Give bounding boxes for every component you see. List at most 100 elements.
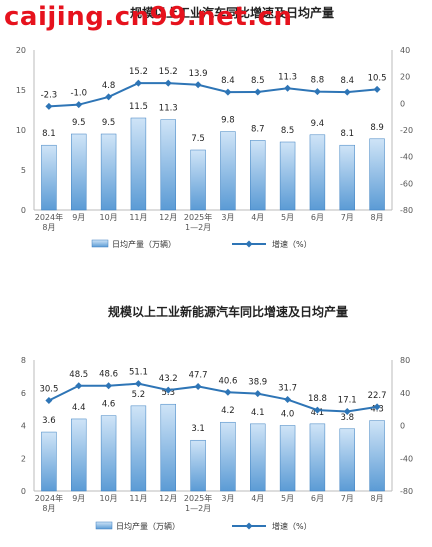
x-tick-label: 2024年 <box>35 212 63 222</box>
bar <box>220 421 236 492</box>
line-value-label: 40.6 <box>218 376 237 386</box>
line-value-label: 51.1 <box>129 368 148 378</box>
x-tick-label: 3月 <box>221 494 234 503</box>
bar <box>71 418 87 492</box>
line-value-label: 48.5 <box>69 370 88 380</box>
growth-line <box>48 82 378 108</box>
legend-bar-label: 日均产量（万辆） <box>116 521 180 531</box>
right-tick-label: 0 <box>400 99 405 108</box>
right-tick-label: -60 <box>400 179 413 188</box>
line-point <box>194 382 202 390</box>
line-value-label: 8.4 <box>221 76 235 86</box>
line-point <box>194 81 202 89</box>
x-tick-label: 10月 <box>99 494 117 503</box>
x-tick-label: 9月 <box>72 213 85 222</box>
line-point <box>313 88 321 96</box>
legend-line-marker <box>245 240 253 248</box>
legend-line-label: 增速（%） <box>272 521 312 531</box>
legend-bar-label: 日均产量（万辆） <box>112 239 176 249</box>
line-value-label: 13.9 <box>189 69 208 79</box>
bar <box>71 133 87 211</box>
line-value-label: 48.6 <box>99 370 118 380</box>
bar-value-label: 9.5 <box>102 118 116 128</box>
chart-vehicle-output-svg: 规模以上工业汽车同比增速及日均产量 0 5 10 15 20 -80 -60 -40 -20 0 20… <box>16 5 413 249</box>
right-tick-label: 20 <box>400 73 410 82</box>
bar <box>250 423 266 492</box>
watermark-logo: caijing.cn99.net.cn <box>4 2 293 32</box>
legend-line-label: 增速（%） <box>272 239 312 249</box>
line-point <box>313 406 321 414</box>
bar <box>279 141 296 211</box>
line-value-label: 22.7 <box>368 391 387 401</box>
bar-value-label: 8.1 <box>42 129 56 139</box>
bar <box>339 144 355 211</box>
bar <box>41 144 57 211</box>
line-point <box>284 84 292 92</box>
bar-value-label: 3.8 <box>340 413 354 423</box>
x-tick-label: 10月 <box>99 213 117 222</box>
x-tick-label: 3月 <box>221 213 234 222</box>
line-point <box>164 79 172 87</box>
bar-value-label: 3.6 <box>42 416 56 426</box>
bar-value-label: 4.0 <box>281 410 295 420</box>
right-tick-label: 0 <box>400 422 405 431</box>
x-tick-label: 8月 <box>42 504 55 513</box>
line-value-label: -2.3 <box>41 90 58 100</box>
x-tick-label: 2025年 <box>184 493 212 503</box>
x-tick-label: 11月 <box>129 213 147 222</box>
chart-title: 规模以上工业汽车同比增速及日均产量 <box>130 5 334 20</box>
x-tick-label: 4月 <box>251 213 264 222</box>
x-tick-label: 5月 <box>281 213 294 222</box>
bar-value-label: 9.4 <box>311 119 325 129</box>
bar <box>309 423 326 492</box>
bar <box>309 134 326 211</box>
legend-bar-swatch <box>91 239 109 248</box>
line-value-label: 17.1 <box>338 395 357 405</box>
left-tick-label: 5 <box>21 166 26 175</box>
line-point <box>164 386 172 394</box>
line-value-label: 18.8 <box>308 394 327 404</box>
left-tick-label: 10 <box>16 126 26 135</box>
line-point <box>373 85 381 93</box>
x-tick-label: 9月 <box>72 494 85 503</box>
bar-value-label: 11.5 <box>129 102 148 112</box>
x-tick-label: 4月 <box>251 494 264 503</box>
bar-value-label: 9.5 <box>72 118 86 128</box>
right-tick-label: -80 <box>400 206 413 215</box>
bar <box>190 439 206 492</box>
line-value-label: 8.4 <box>340 76 354 86</box>
left-tick-label: 15 <box>16 86 26 95</box>
x-tick-label: 11月 <box>129 494 147 503</box>
chart-nev-output-svg: 规模以上工业新能源汽车同比增速及日均产量 0 2 4 6 8 -80 -40 0 40 80 2024… <box>21 304 413 531</box>
x-tick-label: 8月 <box>42 223 55 232</box>
line-point <box>284 396 292 404</box>
bar <box>130 117 147 211</box>
left-tick-label: 4 <box>21 422 26 431</box>
line-value-label: 11.3 <box>278 72 297 82</box>
bar <box>220 131 236 211</box>
bar-value-label: 11.3 <box>159 104 178 114</box>
line-point <box>105 382 113 390</box>
left-tick-label: 8 <box>21 356 26 365</box>
bar <box>369 138 385 211</box>
x-tick-label: 2025年 <box>184 212 212 222</box>
bar-value-label: 9.8 <box>221 116 235 126</box>
right-tick-label: 40 <box>400 389 410 398</box>
right-tick-label: -40 <box>400 153 413 162</box>
bar-value-label: 8.1 <box>340 129 354 139</box>
chart-title: 规模以上工业新能源汽车同比增速及日均产量 <box>108 304 348 319</box>
chart-nev-output: 规模以上工业新能源汽车同比增速及日均产量 0 2 4 6 8 -80 -40 0 40 80 2024… <box>0 290 432 547</box>
right-tick-label: -20 <box>400 126 413 135</box>
line-value-label: 30.5 <box>39 385 58 395</box>
x-tick-label: 1—2月 <box>185 223 211 232</box>
bar <box>160 403 176 492</box>
left-tick-label: 6 <box>21 389 26 398</box>
line-value-label: 10.5 <box>368 73 387 83</box>
x-tick-label: 12月 <box>159 213 177 222</box>
line-point <box>373 403 381 411</box>
line-value-label: 15.2 <box>129 67 148 77</box>
line-point <box>45 397 53 405</box>
line-value-label: 38.9 <box>248 378 267 388</box>
line-value-label: 15.2 <box>159 67 178 77</box>
bar-value-label: 8.5 <box>281 126 295 136</box>
